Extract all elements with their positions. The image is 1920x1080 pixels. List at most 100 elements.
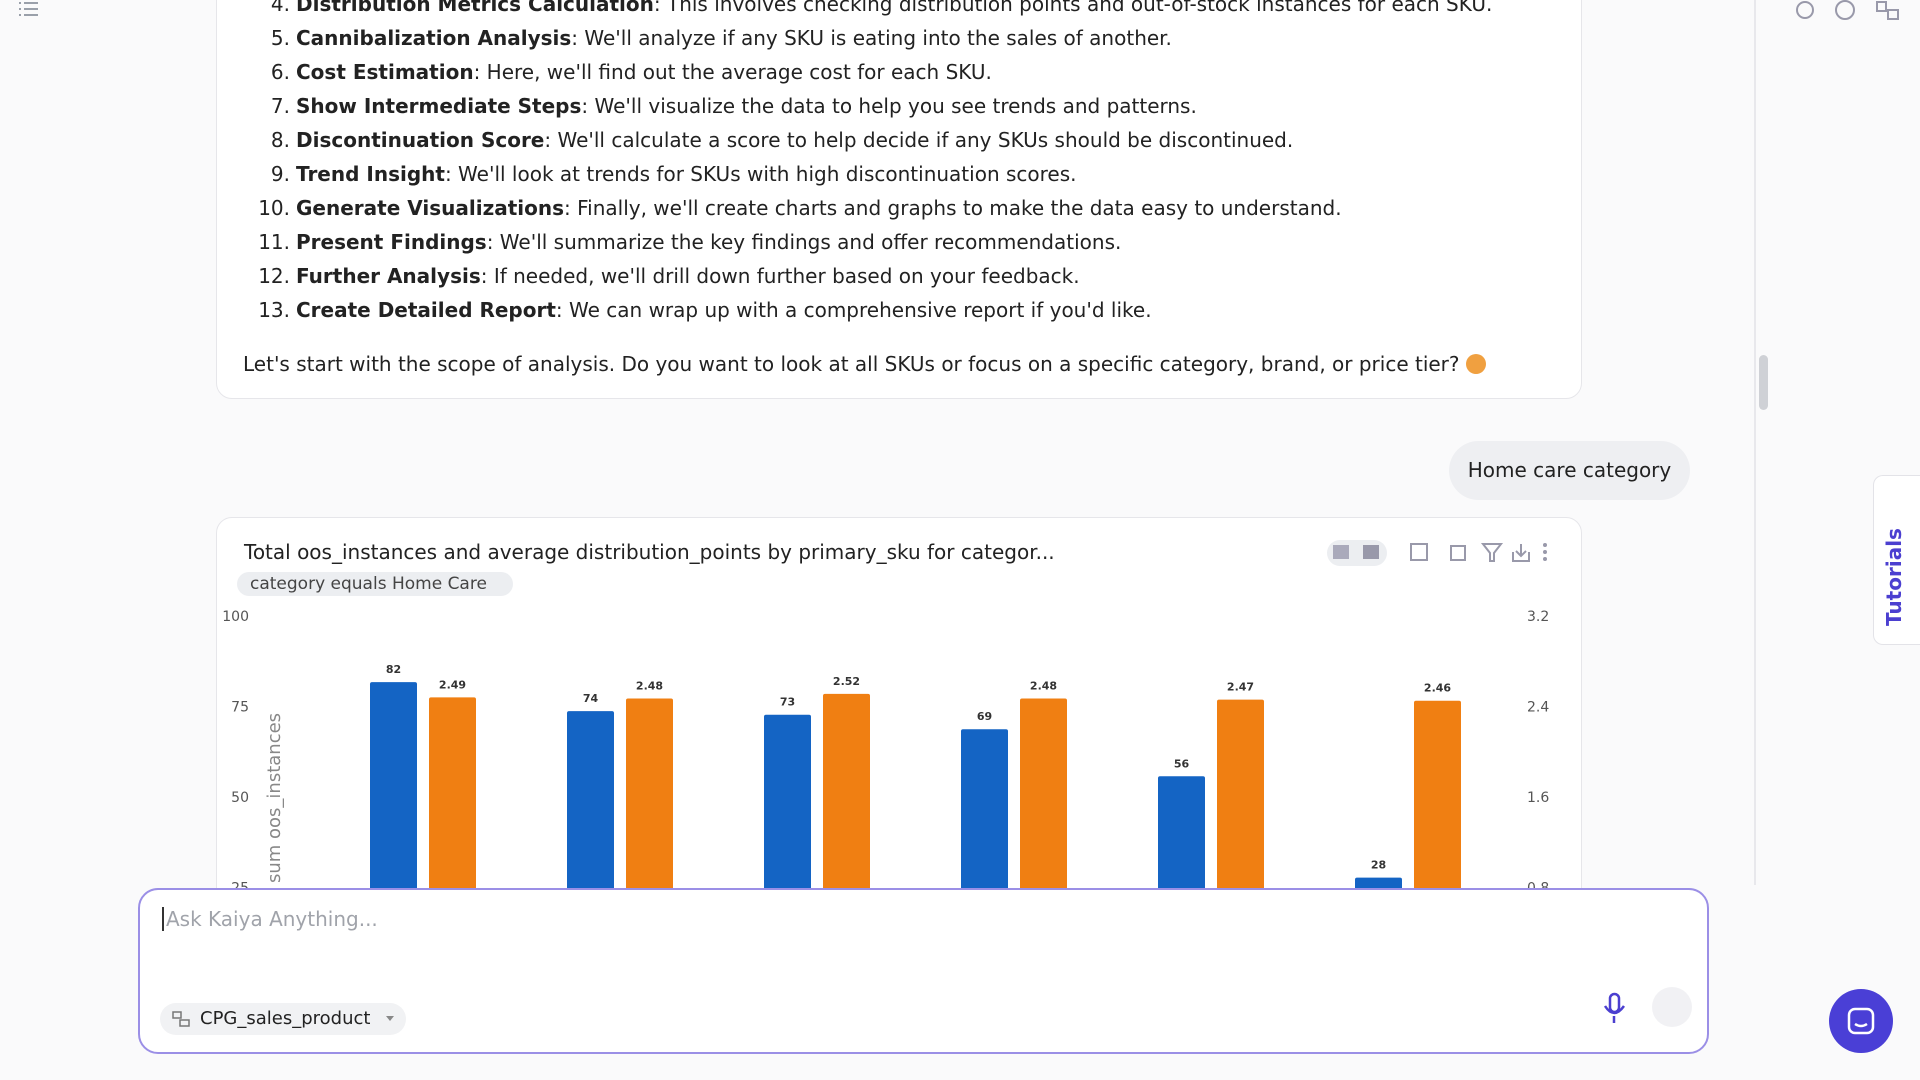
data-label: 2.48 (636, 679, 663, 692)
plan-item: 11. Present Findings: We'll summarize the… (240, 230, 1121, 254)
data-label: 69 (977, 710, 992, 723)
data-label: 2.52 (833, 675, 860, 688)
layout-icon-2[interactable] (1887, 9, 1899, 20)
item-title: Cost Estimation (296, 60, 474, 84)
chart-icon[interactable] (1333, 545, 1349, 559)
assistant-message (216, 0, 1582, 399)
tutorials-tab[interactable]: Tutorials (1873, 475, 1920, 645)
copy-icon[interactable] (1450, 545, 1466, 561)
item-text: : We'll summarize the key findings and o… (486, 230, 1122, 254)
y2-tick-label: 3.2 (1527, 609, 1549, 625)
item-text: : This involves checking distribution po… (653, 0, 1493, 16)
data-label: 28 (1371, 859, 1386, 872)
plan-item: 7. Show Intermediate Steps: We'll visuali… (240, 94, 1197, 118)
data-label: 2.46 (1424, 682, 1451, 695)
item-text: : We'll look at trends for SKUs with hig… (444, 162, 1077, 186)
bar (370, 682, 417, 948)
item-text: : If needed, we'll drill down further ba… (480, 264, 1080, 288)
closing-message: Let's start with the scope of analysis. … (243, 352, 1460, 376)
item-number: 8. (270, 128, 290, 152)
bar (1020, 698, 1067, 948)
data-label: 2.49 (439, 678, 466, 691)
filter-icon[interactable] (1480, 543, 1504, 562)
plan-item: 5. Cannibalization Analysis: We'll analyz… (240, 26, 1172, 50)
item-number: 9. (270, 162, 290, 186)
item-number: 12. (258, 264, 290, 288)
item-number: 13. (258, 298, 290, 322)
dataset-icon (172, 1011, 190, 1027)
item-title: Present Findings (296, 230, 487, 254)
plan-item: 9. Trend Insight: We'll look at trends fo… (240, 162, 1077, 186)
menu-icon[interactable] (18, 0, 40, 18)
info-icon[interactable] (1835, 0, 1855, 20)
plan-item: 4. Distribution Metrics Calculation: This… (240, 0, 1492, 16)
item-title: Create Detailed Report (296, 298, 556, 322)
dataset-name[interactable]: CPG_sales_product (200, 1008, 371, 1029)
item-text: : We'll visualize the data to help you s… (581, 94, 1197, 118)
data-label: 2.48 (1030, 679, 1057, 692)
y2-tick-label: 2.4 (1527, 700, 1549, 716)
y-tick-label: 75 (231, 700, 249, 716)
item-title: Generate Visualizations (296, 196, 564, 220)
item-title: Trend Insight (296, 162, 445, 186)
data-label: 56 (1174, 757, 1190, 770)
plan-item: 10. Generate Visualizations: Finally, we'… (240, 196, 1341, 220)
emoji (1465, 354, 1486, 374)
y-axis-title: sum oos_instances (264, 713, 285, 883)
y2-tick-label: 1.6 (1527, 790, 1549, 806)
item-number: 5. (270, 26, 290, 50)
top-icons (1796, 0, 1899, 20)
y-tick-label: 50 (231, 790, 249, 806)
refresh-icon[interactable] (1796, 1, 1814, 19)
item-number: 7. (270, 94, 290, 118)
data-label: 73 (780, 696, 795, 709)
more-icon[interactable] (1543, 543, 1547, 561)
scrollbar[interactable] (1759, 355, 1768, 410)
item-number: 11. (258, 230, 290, 254)
bar (1217, 699, 1264, 948)
send-button[interactable] (1652, 987, 1692, 1027)
tutorials-label[interactable]: Tutorials (1882, 528, 1906, 626)
chart-toolbar (1327, 540, 1547, 566)
bar (429, 697, 476, 948)
item-title: Cannibalization Analysis (296, 26, 572, 50)
mic-button[interactable] (1600, 992, 1630, 1026)
data-label: 2.47 (1227, 681, 1254, 694)
plan-item: 12. Further Analysis: If needed, we'll dr… (240, 264, 1080, 288)
dropdown-icon[interactable] (386, 1016, 395, 1022)
user-message: Home care category (1449, 441, 1690, 500)
filter-chip: category equals Home Care (237, 572, 513, 596)
insight-icon[interactable] (1410, 543, 1428, 561)
chart-card: Total oos_instances and average distribu… (216, 517, 1582, 949)
chat-widget-icon (1847, 1007, 1875, 1035)
divider (1754, 0, 1756, 885)
chat-widget[interactable] (1829, 989, 1893, 1053)
plan-item: 8. Discontinuation Score: We'll calculate… (240, 128, 1293, 152)
item-title: Show Intermediate Steps (296, 94, 582, 118)
bar (1414, 700, 1461, 948)
item-text: : We'll calculate a score to help decide… (544, 128, 1294, 152)
layout-icon[interactable] (1876, 1, 1887, 12)
input-placeholder[interactable]: Ask Kaiya Anything... (162, 907, 378, 931)
bar (823, 693, 870, 948)
item-text: : Here, we'll find out the average cost … (473, 60, 992, 84)
data-label: 82 (386, 663, 401, 676)
table-icon[interactable] (1363, 545, 1379, 559)
plan-item: 13. Create Detailed Report: We can wrap u… (240, 298, 1151, 322)
item-title: Further Analysis (296, 264, 481, 288)
data-label: 74 (583, 692, 599, 705)
item-number: 10. (258, 196, 290, 220)
dataset-chip[interactable]: CPG_sales_product (160, 1003, 407, 1035)
chat-input[interactable]: Ask Kaiya Anything... CPG_sales_product (138, 888, 1709, 1054)
plan-item: 6. Cost Estimation: Here, we'll find out … (240, 60, 992, 84)
y-tick-label: 100 (222, 609, 249, 625)
download-icon[interactable] (1512, 544, 1530, 562)
item-title: Discontinuation Score (296, 128, 545, 152)
item-number: 4. (270, 0, 290, 16)
chart-title: Total oos_instances and average distribu… (244, 540, 1055, 564)
item-title: Distribution Metrics Calculation (296, 0, 654, 16)
bar (626, 698, 673, 948)
